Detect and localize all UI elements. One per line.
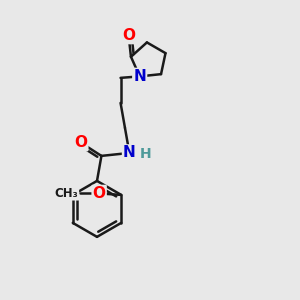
Text: O: O <box>93 186 106 201</box>
Text: N: N <box>133 69 146 84</box>
Text: CH₃: CH₃ <box>55 187 79 200</box>
Text: O: O <box>74 135 87 150</box>
Text: N: N <box>123 146 136 160</box>
Text: H: H <box>140 147 152 161</box>
Text: O: O <box>122 28 135 43</box>
